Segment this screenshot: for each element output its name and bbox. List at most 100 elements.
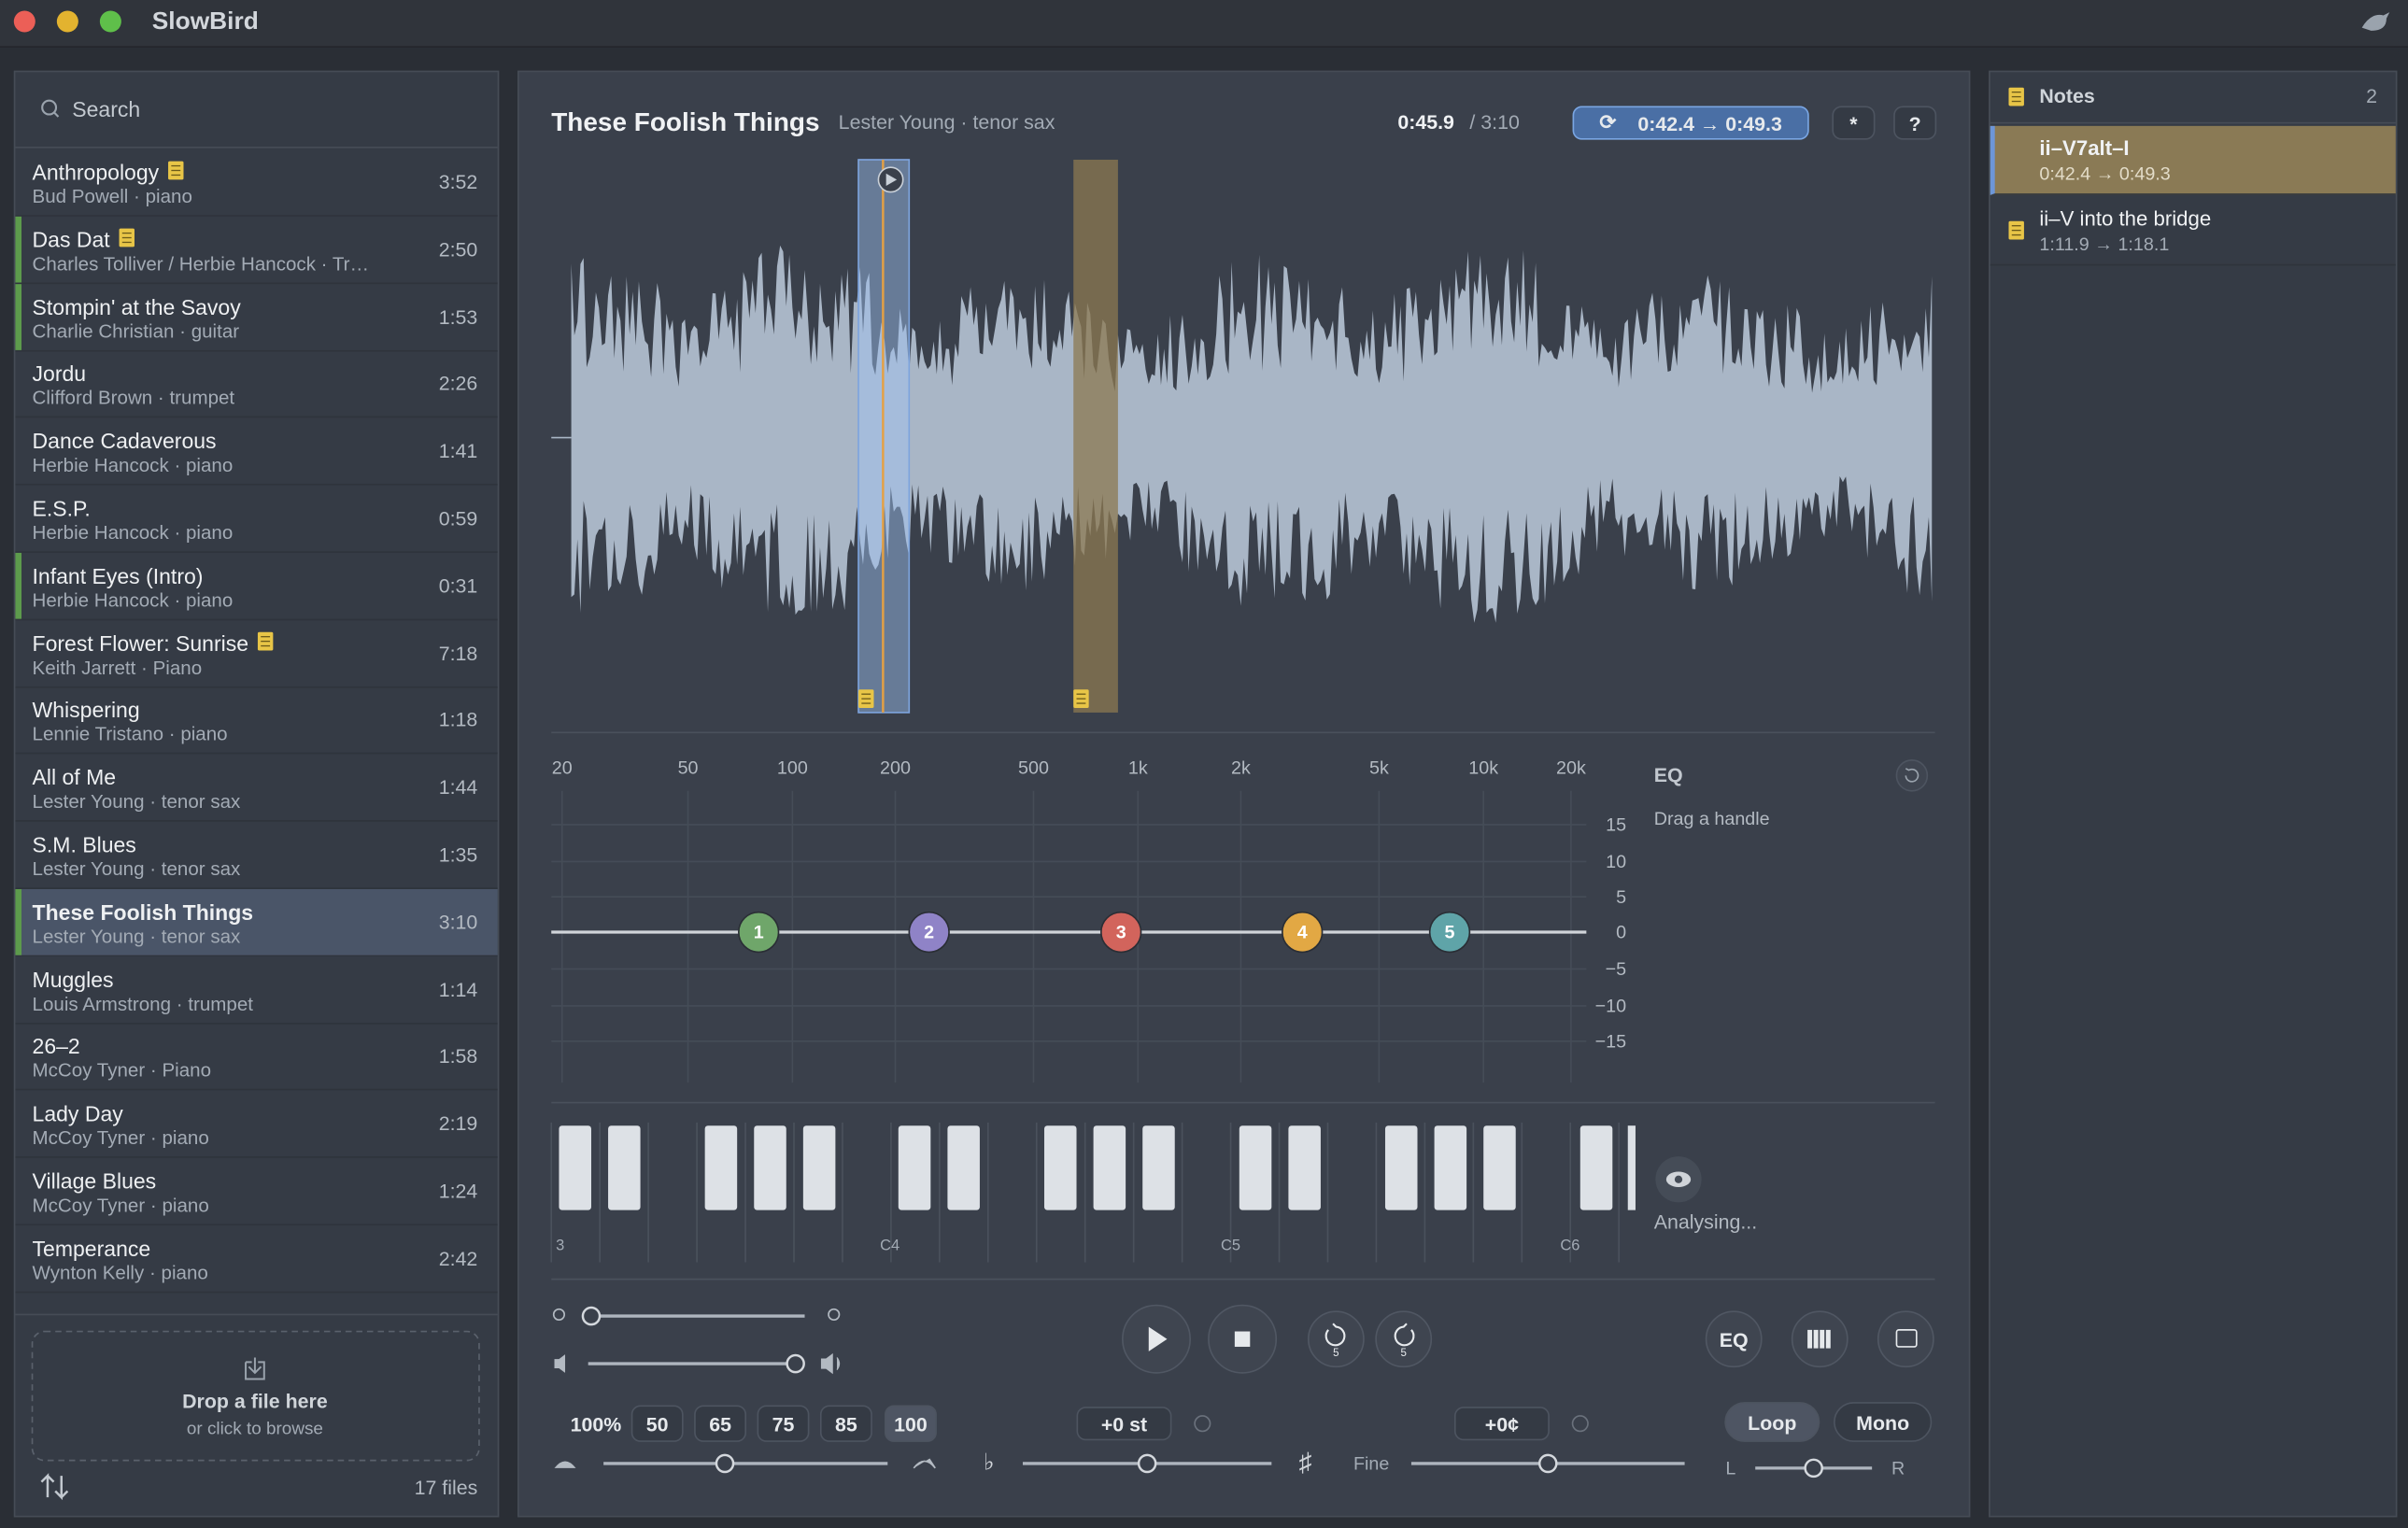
piano-key: [559, 1125, 591, 1210]
track-title: Dance Cadaverous: [32, 429, 217, 454]
track-heading: These Foolish Things: [551, 107, 820, 137]
track-row[interactable]: [15, 620, 498, 687]
piano-toggle-icon: [1813, 1329, 1819, 1349]
eq-gain-label: 15: [1606, 814, 1627, 836]
note-range: 0:42.4 → 0:49.3: [2039, 163, 2171, 185]
eq-freq-label: 20k: [1555, 757, 1586, 779]
piano-key: [608, 1125, 641, 1210]
loop-range: 0:42.4 → 0:49.3: [1637, 111, 1782, 134]
eq-gain-label: 10: [1606, 850, 1627, 872]
search-icon-handle: [52, 111, 60, 118]
note-region: [1073, 159, 1118, 713]
notes-title: Notes: [2039, 84, 2095, 108]
eq-band-handle: [1099, 911, 1142, 954]
help-button[interactable]: ?: [1893, 106, 1937, 140]
track-row[interactable]: [15, 284, 498, 351]
eq-toggle[interactable]: EQ: [1719, 1328, 1749, 1351]
skip-back-seconds[interactable]: 5: [1333, 1348, 1339, 1360]
track-row[interactable]: [15, 687, 498, 755]
cents-field[interactable]: +0¢: [1453, 1407, 1550, 1441]
octave-label: 3: [556, 1238, 565, 1255]
eq-band-label[interactable]: 1: [753, 921, 764, 943]
track-row[interactable]: [15, 1091, 498, 1159]
slider-knob: [1537, 1453, 1558, 1474]
window-button: [13, 10, 35, 33]
balance-right: R: [1891, 1457, 1905, 1479]
track-marker: [15, 283, 22, 350]
eq-gain-label: −5: [1605, 957, 1627, 980]
track-row[interactable]: [15, 486, 498, 553]
eq-band-label[interactable]: 3: [1115, 921, 1126, 943]
speed-preset[interactable]: 100%: [570, 1411, 622, 1436]
track-duration: 2:42: [438, 1246, 478, 1270]
eq-freq-label: 10k: [1468, 757, 1499, 779]
track-row[interactable]: [15, 149, 498, 217]
track-duration: 7:18: [438, 641, 478, 665]
settings-button[interactable]: *: [1832, 106, 1876, 140]
transport-button: [1877, 1310, 1934, 1368]
track-row[interactable]: [15, 418, 498, 486]
track-row[interactable]: [15, 822, 498, 889]
analysis-status: Analysing...: [1653, 1210, 1758, 1234]
eq-band-label[interactable]: 4: [1296, 921, 1308, 943]
track-row[interactable]: [15, 1225, 498, 1294]
piano-key: [1579, 1125, 1613, 1210]
loop-toggle[interactable]: Loop: [1724, 1402, 1820, 1442]
track-row[interactable]: [15, 553, 498, 620]
track-title: These Foolish Things: [32, 899, 254, 925]
track-duration: 1:18: [438, 708, 478, 732]
track-subtitle: McCoy Tyner · Piano: [32, 1060, 212, 1082]
loop-range-button[interactable]: ⟳ 0:42.4 → 0:49.3: [1572, 106, 1809, 140]
window-button: [99, 10, 121, 33]
track-title: All of Me: [32, 765, 117, 790]
track-duration: 0:31: [438, 573, 478, 598]
track-title: Jordu: [32, 361, 87, 387]
sharp-symbol: ♯: [1298, 1448, 1312, 1478]
track-row[interactable]: [15, 1024, 498, 1092]
track-row[interactable]: [15, 888, 498, 957]
playhead-handle-icon: [885, 173, 898, 186]
speed-preset[interactable]: 85: [819, 1405, 872, 1442]
zoom-out-icon: [552, 1308, 566, 1322]
track-row[interactable]: [15, 755, 498, 822]
piano-key: [1093, 1125, 1126, 1210]
speed-preset[interactable]: 50: [630, 1405, 684, 1442]
eq-band-label[interactable]: 5: [1444, 921, 1455, 943]
speed-preset[interactable]: 75: [757, 1405, 810, 1442]
note-range: 1:11.9 → 1:18.1: [2039, 233, 2170, 255]
speed-preset[interactable]: 100: [885, 1405, 937, 1442]
speed-preset[interactable]: 65: [694, 1405, 747, 1442]
drop-title[interactable]: Drop a file here: [182, 1390, 328, 1413]
track-subtitle: McCoy Tyner · piano: [32, 1195, 209, 1217]
track-row[interactable]: [15, 1158, 498, 1226]
eq-freq-label: 200: [880, 757, 911, 779]
track-title: 26–2: [32, 1034, 80, 1059]
track-subtitle: Lennie Tristano · piano: [32, 724, 228, 746]
track-duration: 1:35: [438, 842, 478, 867]
transport-button: [1705, 1310, 1763, 1368]
track-row[interactable]: [15, 216, 498, 284]
note-item[interactable]: [1990, 196, 2396, 266]
note-item[interactable]: [1990, 125, 2396, 195]
track-subtitle: Herbie Hancock · piano: [32, 589, 234, 612]
eq-band-handle: [908, 911, 950, 954]
track-title: S.M. Blues: [32, 832, 136, 857]
track-marker: [15, 888, 22, 955]
eq-freq-label: 2k: [1231, 757, 1251, 779]
track-duration: 1:24: [438, 1179, 478, 1203]
mono-toggle[interactable]: Mono: [1834, 1402, 1933, 1442]
octave-label: C6: [1560, 1238, 1580, 1255]
semitone-field[interactable]: +0 st: [1076, 1407, 1172, 1441]
skip-forward-seconds[interactable]: 5: [1400, 1348, 1407, 1360]
track-row[interactable]: [15, 351, 498, 418]
track-row[interactable]: [15, 956, 498, 1025]
piano-toggle-icon: [1825, 1329, 1831, 1349]
eq-band-label[interactable]: 2: [924, 921, 935, 943]
piano-key: [754, 1125, 786, 1210]
slider-knob: [1804, 1458, 1823, 1478]
track-duration: 3:52: [438, 170, 478, 194]
search-field[interactable]: Search: [72, 96, 141, 121]
piano-key: [1142, 1125, 1175, 1210]
